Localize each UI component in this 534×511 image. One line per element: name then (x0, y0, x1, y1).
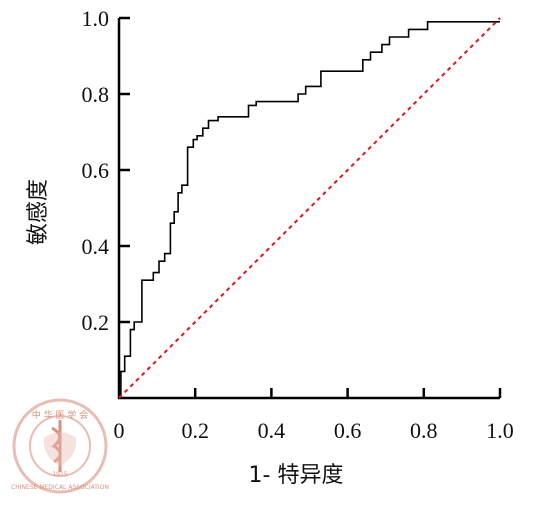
roc-curve (119, 20, 500, 399)
y-axis-ticks: 0.2 0.4 0.6 0.8 1.0 (82, 6, 130, 335)
x-axis-ticks: 0 0.2 0.4 0.6 0.8 1.0 (114, 388, 514, 443)
x-tick-label: 0 (114, 418, 125, 443)
caduceus-icon (51, 420, 62, 472)
y-axis-title: 敏感度 (26, 179, 51, 245)
seal-year: 1915 (52, 471, 67, 478)
y-tick-label: 0.4 (82, 234, 110, 259)
x-tick-label: 0.8 (410, 418, 438, 443)
y-tick-label: 0.2 (82, 310, 110, 335)
axes: 0 0.2 0.4 0.6 0.8 1.0 0.2 0.4 0.6 0.8 1.0 (82, 6, 514, 443)
y-tick-label: 1.0 (82, 6, 110, 31)
y-tick-label: 0.6 (82, 158, 110, 183)
x-tick-label: 0.6 (334, 418, 362, 443)
seal-top-text: 中 华 医 学 会 (32, 409, 88, 421)
reference-line (118, 17, 501, 399)
x-axis-title: 1- 特异度 (249, 463, 344, 488)
chinese-medical-association-seal: 中 华 医 学 会 CHINESE MEDICAL ASSOCIATION 19… (11, 398, 109, 494)
x-tick-label: 0.2 (181, 418, 209, 443)
map-icon (43, 432, 77, 466)
series-layer (118, 17, 501, 399)
y-tick-label: 0.8 (82, 82, 110, 107)
x-tick-label: 1.0 (486, 418, 514, 443)
seal-ring-text: CHINESE MEDICAL ASSOCIATION (11, 484, 109, 491)
x-tick-label: 0.4 (258, 418, 286, 443)
